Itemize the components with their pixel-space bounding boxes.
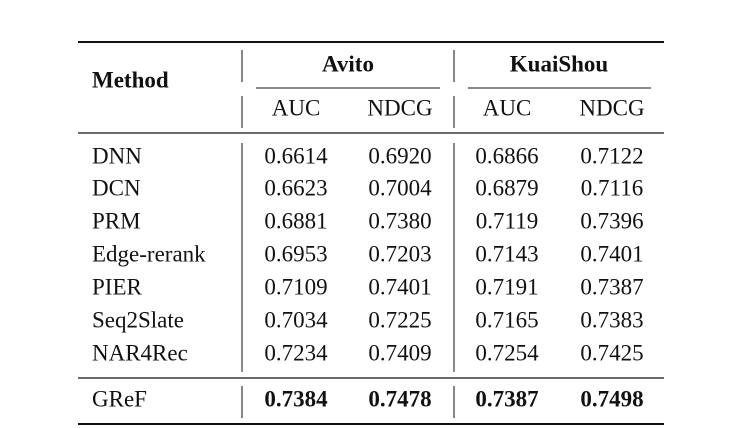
metric-value: 0.7165 <box>475 307 538 332</box>
method-name: DCN <box>92 175 141 200</box>
metric-value: 0.6614 <box>264 143 328 168</box>
metric-value: 0.7383 <box>580 307 643 332</box>
metric-value: 0.7225 <box>368 307 431 332</box>
metric-value: 0.7387 <box>580 274 643 299</box>
metric-value: 0.6879 <box>475 175 538 200</box>
metric-value: 0.7409 <box>368 340 431 365</box>
metric-value: 0.7122 <box>580 143 643 168</box>
metric-value: 0.7401 <box>580 241 643 266</box>
metric-value: 0.7387 <box>475 386 538 411</box>
metric-value: 0.7034 <box>264 307 328 332</box>
method-name: NAR4Rec <box>92 340 188 365</box>
column-separators <box>241 50 455 418</box>
method-name: DNN <box>92 143 142 168</box>
metric-value: 0.7119 <box>476 208 538 233</box>
metric-value: 0.7498 <box>580 386 643 411</box>
metric-value: 0.7004 <box>368 175 432 200</box>
group-header: KuaiShou <box>510 51 609 76</box>
column-header: AUC <box>483 95 532 120</box>
group-header: Avito <box>322 51 374 76</box>
method-name: Edge-rerank <box>92 241 206 266</box>
metric-value: 0.7254 <box>475 340 539 365</box>
metric-value: 0.7143 <box>475 241 538 266</box>
metric-value: 0.6866 <box>475 143 538 168</box>
column-header: NDCG <box>579 95 644 120</box>
metric-value: 0.6881 <box>264 208 327 233</box>
metric-value: 0.7109 <box>264 274 327 299</box>
metric-value: 0.7380 <box>368 208 431 233</box>
method-name: PRM <box>92 208 141 233</box>
metric-value: 0.6920 <box>368 143 431 168</box>
column-header: NDCG <box>367 95 432 120</box>
method-header: Method <box>92 67 169 92</box>
metric-value: 0.7384 <box>264 386 328 411</box>
method-name: PIER <box>92 274 143 299</box>
metric-value: 0.7425 <box>580 340 643 365</box>
metric-value: 0.7396 <box>580 208 643 233</box>
metric-value: 0.6623 <box>264 175 327 200</box>
metric-value: 0.7116 <box>581 175 643 200</box>
metric-value: 0.7401 <box>368 274 431 299</box>
metric-value: 0.7234 <box>264 340 328 365</box>
metric-value: 0.7478 <box>368 386 431 411</box>
metric-value: 0.7191 <box>475 274 538 299</box>
method-name: GReF <box>92 386 147 411</box>
metric-value: 0.6953 <box>264 241 327 266</box>
metric-value: 0.7203 <box>368 241 431 266</box>
method-name: Seq2Slate <box>92 307 184 332</box>
column-header: AUC <box>272 95 321 120</box>
